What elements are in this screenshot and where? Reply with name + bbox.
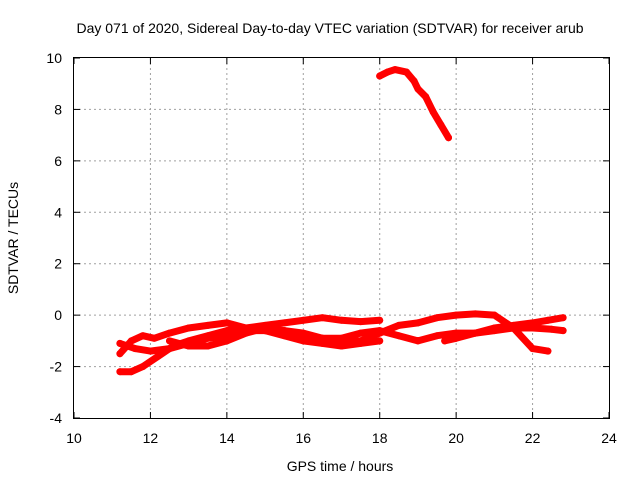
y-tick-labels: -4 -2 0 2 4 6 8 10: [46, 50, 62, 426]
data-point: [223, 327, 231, 335]
data-point: [510, 321, 517, 329]
data-point: [445, 134, 452, 142]
data-point: [318, 334, 326, 342]
data-point: [127, 337, 135, 345]
data-point: [395, 321, 403, 329]
data-point: [280, 327, 288, 335]
data-point: [414, 337, 422, 345]
data-point: [452, 311, 460, 319]
data-point: [376, 316, 384, 324]
x-tick-label: 22: [525, 430, 541, 446]
data-point: [395, 332, 403, 340]
data-point: [357, 337, 365, 345]
data-point: [338, 316, 345, 324]
series-track-c: [116, 324, 384, 376]
data-point: [429, 108, 437, 116]
y-tick-label: 2: [54, 256, 62, 272]
data-point: [452, 334, 460, 342]
data-point: [338, 337, 345, 345]
y-axis-label: SDTVAR / TECUs: [5, 182, 21, 294]
data-point: [139, 363, 147, 371]
x-tick-labels: 10 12 14 16 18 20 22 24: [66, 430, 617, 446]
data-point: [150, 334, 158, 342]
chart-title: Day 071 of 2020, Sidereal Day-to-day VTE…: [76, 20, 583, 36]
data-point: [116, 339, 124, 347]
data-point: [433, 314, 441, 322]
data-point: [166, 337, 173, 345]
y-tick-label: -4: [50, 410, 63, 426]
data-point: [414, 85, 422, 93]
grid-lines: [73, 57, 610, 419]
data-point: [391, 66, 399, 74]
data-point: [410, 77, 418, 85]
data-point: [357, 329, 365, 337]
data-point: [280, 319, 288, 327]
data-point: [146, 347, 154, 355]
plot-frame: [73, 57, 610, 419]
data-point: [433, 332, 441, 340]
data-point: [154, 352, 162, 360]
data-point: [422, 93, 430, 101]
data-point: [529, 345, 537, 353]
data-point: [376, 72, 384, 80]
data-point: [414, 319, 422, 327]
y-tick-label: 6: [54, 153, 62, 169]
data-point: [357, 318, 365, 326]
data-series: [116, 66, 567, 376]
data-point: [559, 314, 567, 322]
x-axis-label: GPS time / hours: [287, 458, 394, 474]
data-point: [204, 332, 212, 340]
series-track-a: [116, 314, 384, 358]
data-point: [131, 345, 139, 353]
data-point: [544, 347, 552, 355]
data-point: [261, 324, 269, 332]
y-tick-label: 0: [54, 307, 62, 323]
data-point: [116, 368, 124, 376]
series-track-high: [376, 66, 452, 142]
data-point: [299, 316, 307, 324]
data-point: [544, 316, 552, 324]
data-point: [299, 332, 307, 340]
data-point: [529, 319, 537, 327]
data-point: [559, 327, 567, 335]
data-point: [471, 329, 479, 337]
x-tick-label: 14: [219, 430, 235, 446]
x-tick-label: 12: [143, 430, 159, 446]
data-point: [376, 329, 384, 337]
data-point: [185, 342, 193, 350]
y-tick-label: 4: [54, 204, 62, 220]
data-point: [116, 350, 124, 358]
data-point: [223, 319, 231, 327]
data-point: [441, 337, 449, 345]
data-point: [204, 321, 212, 329]
data-point: [127, 368, 135, 376]
data-point: [223, 337, 231, 345]
data-point: [166, 329, 173, 337]
data-point: [471, 310, 479, 318]
data-point: [318, 314, 326, 322]
data-point: [548, 325, 556, 333]
data-point: [490, 311, 498, 319]
x-tick-label: 18: [372, 430, 388, 446]
data-point: [383, 68, 391, 76]
data-point: [185, 324, 193, 332]
data-point: [403, 68, 410, 76]
y-tick-label: 10: [46, 50, 62, 66]
data-point: [139, 332, 147, 340]
data-point: [204, 342, 212, 350]
x-tick-label: 10: [66, 430, 82, 446]
data-point: [376, 337, 384, 345]
y-tick-label: 8: [54, 101, 62, 117]
y-tick-label: -2: [50, 359, 63, 375]
data-point: [242, 329, 250, 337]
x-tick-label: 20: [448, 430, 464, 446]
x-tick-label: 24: [601, 430, 617, 446]
data-point: [437, 121, 445, 129]
data-point: [490, 324, 498, 332]
x-tick-label: 16: [295, 430, 311, 446]
